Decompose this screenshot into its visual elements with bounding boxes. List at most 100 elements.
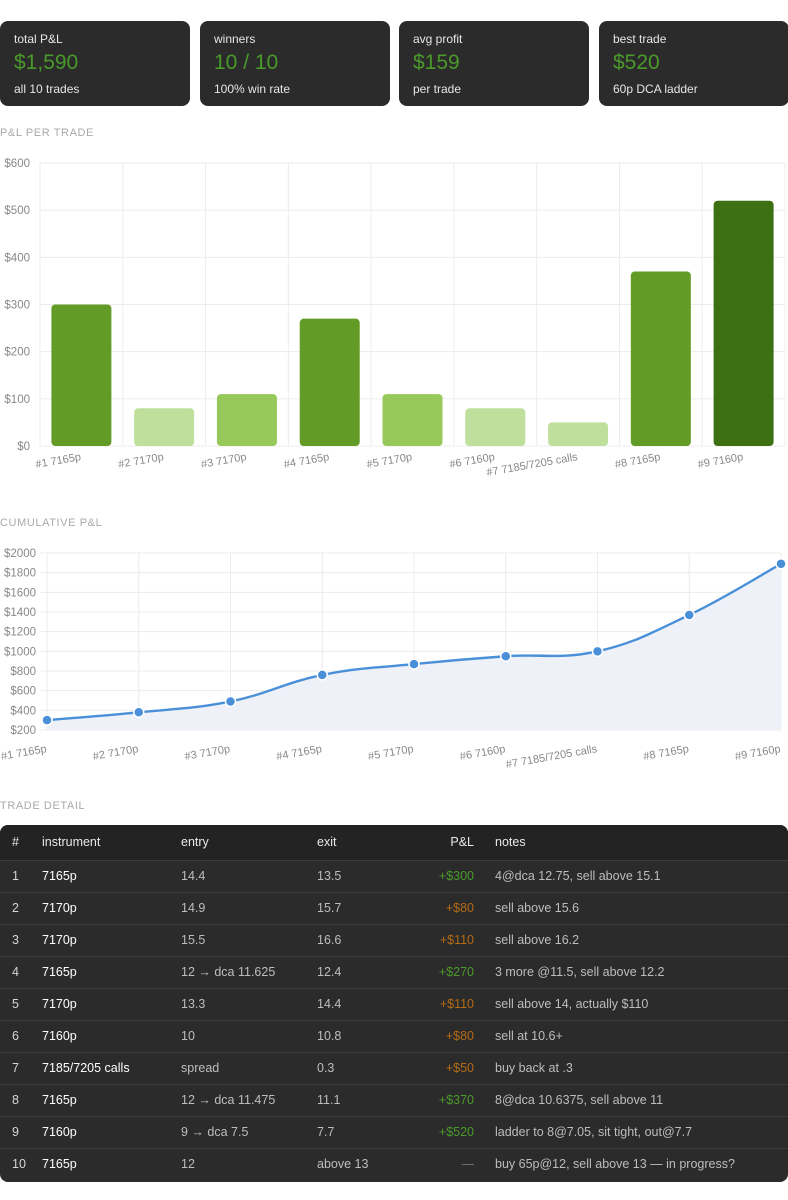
cell-exit: 7.7: [317, 1125, 335, 1139]
cell-instrument: 7165p: [42, 1093, 77, 1107]
cell-instrument: 7160p: [42, 1125, 77, 1139]
cell-exit: above 13: [317, 1157, 369, 1172]
y-tick-label: $0: [17, 441, 30, 453]
cell-instrument: 7160p: [42, 1029, 77, 1043]
summary-cards: total P&L $1,590 all 10 trades winners 1…: [0, 21, 788, 107]
y-tick-label: $200: [4, 347, 30, 359]
x-tick-label: #2 7170p: [92, 743, 139, 763]
x-tick-label: #1 7165p: [0, 743, 47, 763]
cell-index: 9: [12, 1125, 19, 1139]
cell-instrument: 7170p: [42, 933, 77, 947]
cell-instrument: 7165p: [42, 869, 77, 883]
card-label: total P&L: [14, 32, 63, 46]
x-tick-label: #4 7165p: [275, 743, 322, 763]
table-row: 3 7170p 15.5 16.6 +$110 sell above 16.2: [0, 924, 788, 956]
cell-instrument: 7170p: [42, 901, 77, 915]
bar: [382, 394, 443, 446]
bar: [51, 304, 112, 446]
cell-entry: 10: [181, 1029, 195, 1043]
col-header-entry: entry: [181, 835, 209, 850]
y-tick-label: $100: [4, 394, 30, 406]
cell-instrument: 7165p: [42, 965, 77, 979]
cell-entry: 12 → dca 11.625: [181, 965, 276, 979]
cell-pl: +$520: [438, 1125, 474, 1139]
bar: [548, 422, 609, 446]
bar: [465, 408, 526, 446]
data-point: [683, 609, 695, 621]
y-tick-label: $1200: [4, 627, 36, 639]
y-tick-label: $1400: [4, 607, 36, 619]
y-tick-label: $600: [4, 158, 30, 170]
data-point: [41, 714, 53, 726]
cell-exit: 12.4: [317, 965, 342, 979]
y-tick-label: $200: [10, 725, 36, 737]
col-header-instrument: instrument: [42, 835, 101, 850]
x-tick-label: #2 7170p: [117, 451, 164, 471]
table-row: 5 7170p 13.3 14.4 +$110 sell above 14, actual…: [0, 988, 788, 1020]
cell-pl: +$50: [445, 1061, 474, 1075]
cell-exit: 0.3: [317, 1061, 335, 1075]
x-tick-label: #9 7160p: [734, 743, 781, 763]
cell-pl: —: [461, 1157, 475, 1172]
card-avg-profit: avg profit $159 per trade: [399, 21, 589, 106]
table-row: 1 7165p 14.4 13.5 +$300 4@dca 12.75, sell abo…: [0, 860, 788, 892]
card-subtext: 100% win rate: [214, 82, 291, 96]
card-winners: winners 10 / 10 100% win rate: [200, 21, 390, 106]
x-tick-label: #5 7170p: [366, 451, 413, 471]
cell-notes: buy back at .3: [495, 1061, 573, 1075]
card-subtext: 60p DCA ladder: [613, 82, 698, 96]
cell-pl: +$80: [445, 1029, 474, 1043]
cell-exit: 16.6: [317, 933, 342, 947]
cell-notes: 8@dca 10.6375, sell above 11: [495, 1093, 664, 1107]
y-tick-label: $400: [4, 252, 30, 264]
data-point: [316, 669, 328, 681]
x-tick-label: #8 7165p: [614, 451, 661, 471]
cell-notes: sell above 15.6: [495, 901, 580, 915]
section-title-detail: TRADE DETAIL: [0, 800, 86, 812]
cell-pl: +$270: [438, 965, 474, 979]
cell-notes: sell at 10.6+: [495, 1029, 563, 1043]
table-row: 6 7160p 10 10.8 +$80 sell at 10.6+: [0, 1020, 788, 1052]
table-header-row: # instrument entry exit P&L notes: [0, 825, 788, 860]
cell-entry: 14.4: [181, 869, 206, 883]
x-tick-label: #3 7170p: [200, 451, 247, 471]
cell-notes: ladder to 8@7.05, sit tight, out@7.7: [495, 1125, 693, 1139]
table-row: 8 7165p 12 → dca 11.475 11.1 +$370 8@dca 10.6…: [0, 1084, 788, 1116]
section-title-cumulative: CUMULATIVE P&L: [0, 517, 103, 529]
section-title-per-trade: P&L PER TRADE: [0, 127, 94, 139]
cell-index: 8: [12, 1093, 19, 1107]
cell-pl: +$80: [445, 901, 474, 915]
cell-pl: +$110: [439, 997, 474, 1011]
cell-instrument: 7185/7205 calls: [42, 1061, 130, 1075]
area-fill: [47, 563, 781, 730]
cell-instrument: 7165p: [42, 1157, 77, 1172]
col-header-index: #: [12, 835, 19, 850]
bar: [713, 200, 774, 446]
cell-entry: 13.3: [181, 997, 206, 1011]
cell-pl: +$370: [438, 1093, 474, 1107]
cell-notes: sell above 16.2: [495, 933, 580, 947]
cell-index: 1: [12, 869, 19, 883]
card-value: 10 / 10: [214, 51, 279, 74]
card-label: best trade: [613, 32, 667, 46]
cell-index: 6: [12, 1029, 19, 1043]
card-label: winners: [214, 32, 256, 46]
x-tick-label: #3 7170p: [184, 743, 231, 763]
x-tick-label: #7 7185/7205 calls: [486, 451, 580, 479]
table-row: 10 7165p 12 above 13 — buy 65p@12, sell above…: [0, 1148, 788, 1180]
cell-notes: 4@dca 12.75, sell above 15.1: [495, 869, 661, 883]
cell-exit: 11.1: [317, 1093, 341, 1107]
cell-pl: +$110: [439, 933, 474, 947]
table-row: 2 7170p 14.9 15.7 +$80 sell above 15.6: [0, 892, 788, 924]
x-tick-label: #6 7160p: [459, 743, 506, 763]
data-point: [500, 650, 512, 662]
y-tick-label: $500: [4, 205, 30, 217]
cell-entry: 9 → dca 7.5: [181, 1125, 249, 1139]
cell-exit: 10.8: [317, 1029, 342, 1043]
data-point: [133, 706, 145, 719]
cell-entry: spread: [181, 1061, 220, 1075]
col-header-exit: exit: [317, 835, 337, 850]
cell-entry: 15.5: [181, 933, 206, 947]
cell-entry: 14.9: [181, 901, 206, 915]
cell-exit: 14.4: [317, 997, 342, 1011]
